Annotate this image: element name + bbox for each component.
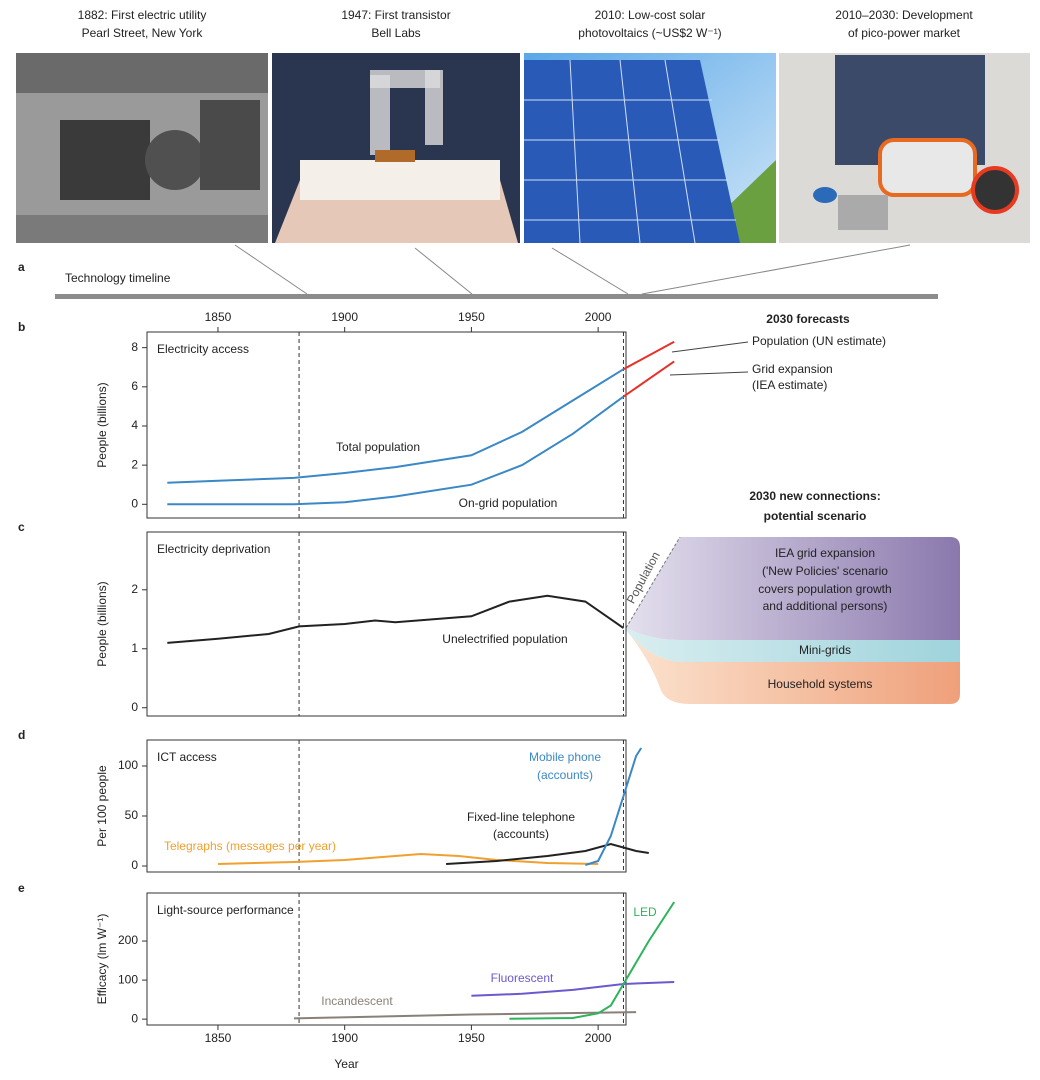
y-axis-label: People (billions) [95, 382, 109, 467]
series-line [293, 1011, 637, 1020]
y-tick-label: 6 [131, 379, 138, 393]
photo-caption: 2010–2030: Development [835, 8, 973, 22]
annotation: (IEA estimate) [752, 378, 827, 392]
panel-title: Light-source performance [157, 903, 294, 917]
series-line [167, 594, 625, 644]
y-tick-label: 1 [131, 641, 138, 655]
annotation: On-grid population [459, 496, 558, 510]
annotation: 2030 forecasts [766, 312, 850, 326]
timeline-bar [55, 294, 938, 299]
plot-frame [146, 531, 627, 717]
scenario-areas [625, 536, 960, 704]
panel-label: a [18, 260, 25, 274]
y-tick-label: 0 [131, 858, 138, 872]
series-line [217, 852, 599, 865]
annotation: Population (UN estimate) [752, 334, 886, 348]
annotation: Grid expansion [752, 362, 833, 376]
y-tick-label: 0 [131, 496, 138, 510]
y-tick-label: 50 [125, 808, 139, 822]
annotation: 2030 new connections: [749, 489, 880, 503]
x-tick-label: 1950 [458, 1031, 485, 1045]
panel-label: c [18, 520, 25, 534]
annotation: Telegraphs (messages per year) [164, 839, 336, 853]
plot-frame [146, 892, 627, 1026]
y-tick-label: 2 [131, 457, 138, 471]
photo-caption: Pearl Street, New York [82, 26, 204, 40]
photo-caption: photovoltaics (~US$2 W⁻¹) [578, 26, 721, 40]
x-tick-label: 2000 [585, 310, 612, 324]
annotation: (accounts) [537, 768, 593, 782]
y-tick-label: 200 [118, 933, 138, 947]
photo-3 [524, 53, 776, 244]
annotation: potential scenario [764, 509, 867, 523]
annotation: (accounts) [493, 827, 549, 841]
photo-2 [272, 53, 520, 243]
x-tick-label: 1850 [205, 1031, 232, 1045]
series-line [167, 368, 625, 484]
annotation: Total population [336, 440, 420, 454]
annotation: Household systems [768, 677, 873, 691]
connectors [234, 244, 911, 295]
annotation: and additional persons) [763, 599, 888, 613]
x-tick-label: 1900 [331, 1031, 358, 1045]
panel-label: b [18, 320, 25, 334]
annotation: Incandescent [321, 994, 393, 1008]
annotation: ('New Policies' scenario [762, 564, 888, 578]
panel-label: d [18, 728, 25, 742]
panel-title: Electricity deprivation [157, 542, 270, 556]
photo-1 [16, 53, 268, 243]
leader-lines [669, 341, 749, 376]
photo-caption: 2010: Low-cost solar [595, 8, 706, 22]
series-line [623, 340, 675, 371]
photo-caption: 1947: First transistor [341, 8, 450, 22]
plot-frame [146, 331, 627, 519]
series-line [585, 747, 643, 866]
photo-caption: 1882: First electric utility [78, 8, 207, 22]
x-axis-label: Year [334, 1057, 358, 1071]
series-line [509, 901, 676, 1020]
panel-label: e [18, 881, 25, 895]
timeline-title: Technology timeline [65, 271, 171, 285]
annotation: IEA grid expansion [775, 546, 875, 560]
photo-4 [779, 53, 1030, 243]
annotation: Fluorescent [491, 971, 554, 985]
x-tick-label: 1900 [331, 310, 358, 324]
y-axis-label: People (billions) [95, 581, 109, 666]
y-axis-label: Per 100 people [95, 765, 109, 847]
y-tick-label: 0 [131, 1011, 138, 1025]
photo-caption: of pico-power market [848, 26, 961, 40]
series-line [167, 395, 625, 506]
series-line [622, 360, 675, 398]
annotation: LED [633, 905, 657, 919]
annotation: covers population growth [758, 582, 891, 596]
panel-title: Electricity access [157, 342, 249, 356]
plot-frame [146, 739, 627, 873]
x-tick-label: 2000 [585, 1031, 612, 1045]
photo-caption: Bell Labs [371, 26, 420, 40]
y-tick-label: 0 [131, 700, 138, 714]
annotation: Mini-grids [799, 643, 851, 657]
series-line [446, 842, 649, 865]
y-tick-label: 100 [118, 758, 138, 772]
panel-title: ICT access [157, 750, 217, 764]
x-tick-label: 1950 [458, 310, 485, 324]
y-tick-label: 8 [131, 340, 138, 354]
x-tick-label: 1850 [205, 310, 232, 324]
y-tick-label: 2 [131, 582, 138, 596]
y-tick-label: 4 [131, 418, 138, 432]
y-axis-label: Efficacy (lm W⁻¹) [95, 914, 109, 1005]
annotation: Mobile phone [529, 750, 601, 764]
series-line [471, 981, 675, 997]
y-tick-label: 100 [118, 972, 138, 986]
annotation: Unelectrified population [442, 632, 567, 646]
annotation: Fixed-line telephone [467, 810, 575, 824]
